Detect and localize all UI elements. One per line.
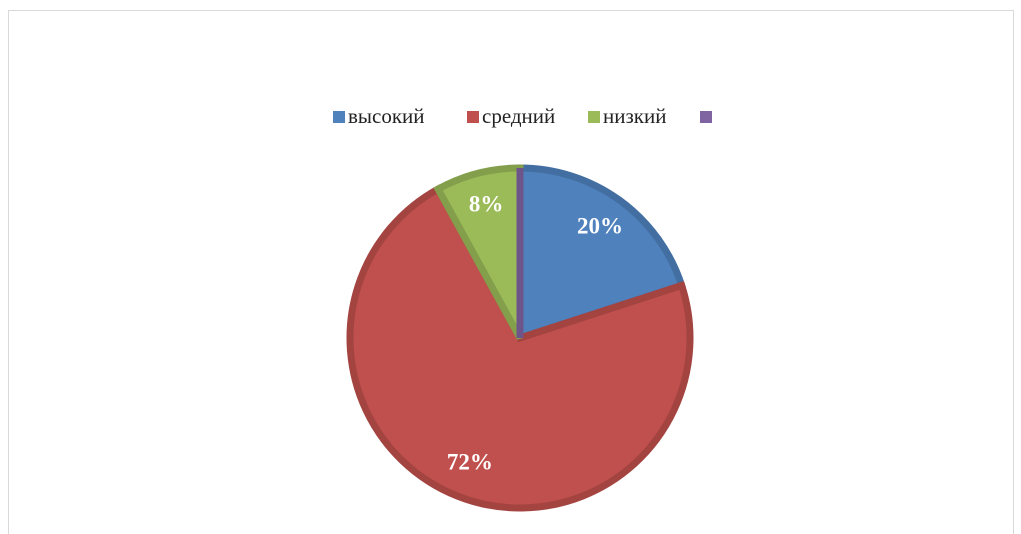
- legend-swatch: [467, 111, 479, 123]
- data-label: 8%: [469, 192, 504, 217]
- legend-label: высокий: [348, 104, 425, 128]
- legend-swatch: [700, 111, 712, 123]
- legend-swatch: [588, 111, 600, 123]
- legend-label: низкий: [603, 104, 666, 128]
- data-label: 20%: [577, 213, 623, 238]
- legend-label: средний: [482, 104, 555, 128]
- pie-slice: [346, 184, 694, 512]
- legend-swatch: [333, 111, 345, 123]
- frame: [8, 10, 1014, 534]
- data-label: 72%: [447, 450, 493, 475]
